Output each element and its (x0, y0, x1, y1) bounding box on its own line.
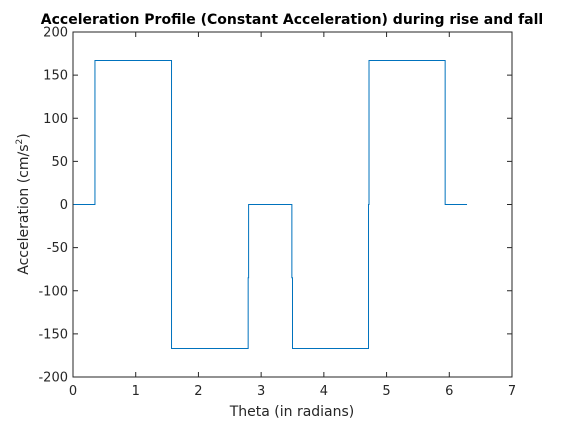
x-tick-label: 1 (132, 384, 140, 399)
series-layer (73, 59, 468, 350)
axes-box (72, 31, 513, 378)
y-tick-label: -100 (38, 284, 68, 299)
y-tick-label: -50 (47, 241, 68, 256)
y-tick-label: 50 (51, 155, 68, 170)
x-tick-label: 0 (69, 384, 77, 399)
x-tick-label: 6 (445, 384, 453, 399)
y-tick-label: -200 (38, 371, 68, 386)
y-tick-label: 150 (43, 69, 68, 84)
y-tick-label: 0 (60, 198, 68, 213)
y-tick-label: 100 (43, 112, 68, 127)
x-tick-label: 3 (257, 384, 265, 399)
x-tick-label: 5 (382, 384, 390, 399)
acceleration-series-line (73, 59, 468, 350)
y-tick-label: 200 (43, 26, 68, 41)
y-axis-label-end: ) (16, 133, 32, 138)
y-axis-label: Acceleration (cm/s2) (15, 133, 32, 274)
x-tick-label: 2 (194, 384, 202, 399)
y-axis-label-superscript: 2 (15, 139, 25, 145)
x-tick-label: 4 (320, 384, 328, 399)
y-axis-label-main: Acceleration (cm/s (16, 144, 32, 274)
chart-title: Acceleration Profile (Constant Accelerat… (41, 12, 543, 28)
x-axis-label: Theta (in radians) (229, 404, 355, 420)
y-tick-label: -150 (38, 327, 68, 342)
x-tick-label: 7 (508, 384, 516, 399)
